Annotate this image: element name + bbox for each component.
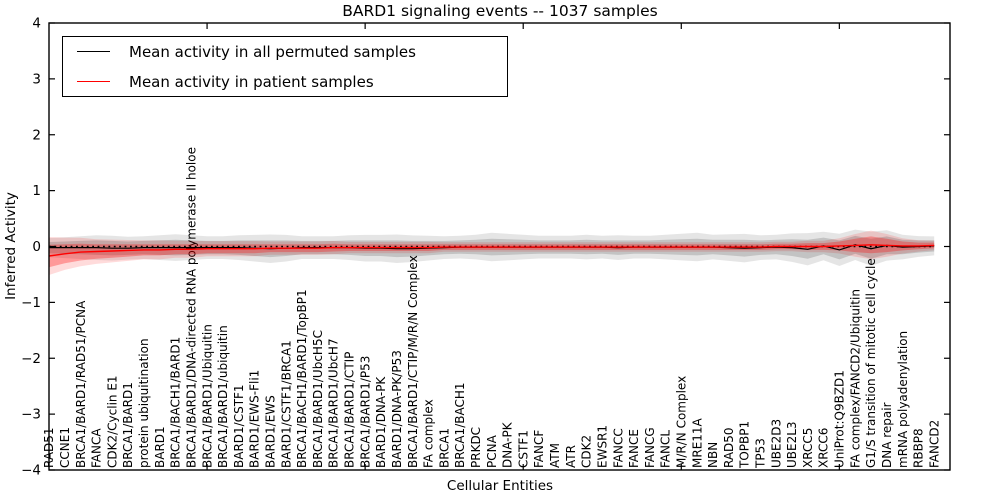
patient-mean-line (48, 244, 935, 257)
x-category-label: CCNE1 (58, 427, 72, 468)
x-category-label: BRCA1/BARD1 (121, 382, 135, 468)
x-category-label: NBN (706, 442, 720, 468)
x-category-label: BRCA1 (437, 428, 451, 468)
y-tick-label: 4 (32, 16, 41, 32)
x-category-label: FANCD2 (927, 420, 941, 468)
x-category-label: RBBP8 (912, 428, 926, 468)
x-category-label: BRCA1/BARD1/RAD51/PCNA (74, 300, 88, 468)
x-category-label: TOPBP1 (738, 421, 752, 469)
y-axis-label: Inferred Activity (3, 192, 19, 300)
x-category-label: BARD1/CSTF1/BRCA1 (279, 340, 293, 468)
x-category-label: FANCA (90, 428, 104, 468)
x-category-label: BRCA1/BACH1 (453, 382, 467, 468)
x-category-label: BARD1/EWS (264, 395, 278, 468)
x-category-label: XRCC6 (817, 428, 831, 468)
x-category-label: BRCA1/BACH1/BARD1 (169, 337, 183, 468)
x-category-label: FANCF (532, 430, 546, 468)
x-category-label: FANCE (627, 429, 641, 468)
x-category-label: PRKDC (469, 427, 483, 468)
x-category-label: FANCC (611, 428, 625, 468)
x-category-label: protein ubiquitination (137, 338, 151, 468)
x-category-label: BRCA1/BARD1/P53 (358, 356, 372, 468)
x-category-label: RAD50 (722, 427, 736, 468)
x-category-label: ATM (548, 443, 562, 468)
y-tick-label: −3 (21, 407, 41, 423)
x-category-label: EWSR1 (595, 425, 609, 468)
x-category-label: DNA-PK (501, 421, 515, 468)
y-tick-label: 0 (32, 239, 41, 255)
x-category-label: BRCA1/BARD1/UbcH7 (327, 338, 341, 468)
x-category-label: G1/S transition of mitotic cell cycle (864, 258, 878, 468)
x-category-label: UniProt:Q9BZD1 (833, 370, 847, 468)
x-category-label: CSTF1 (516, 430, 530, 468)
x-category-label: M/R/N Complex (675, 376, 689, 468)
x-category-label: MRE11A (690, 417, 704, 468)
y-tick-label: 3 (32, 71, 41, 87)
x-category-label: BARD1/CSTF1 (232, 384, 246, 468)
x-category-label: TP53 (754, 438, 768, 469)
legend-line-swatch (77, 81, 110, 82)
x-category-label: XRCC5 (801, 428, 815, 468)
x-category-label: BARD1/DNA-PK (374, 376, 388, 468)
legend: Mean activity in all permuted samples Mea… (62, 36, 508, 97)
y-tick-label: −4 (21, 463, 41, 479)
x-category-label: DNA repair (880, 402, 894, 468)
x-category-label: BRCA1/BARD1/CTIP/M/R/N Complex (406, 255, 420, 468)
x-category-label: BRCA1/BARD1/UbcH5C (311, 330, 325, 468)
x-category-label: UBE2L3 (785, 421, 799, 468)
y-tick-label: 1 (32, 183, 41, 199)
x-category-label: mRNA polyadenylation (896, 331, 910, 468)
x-category-label: ATR (564, 445, 578, 468)
x-category-label: FA complex/FANCD2/Ubiquitin (848, 289, 862, 468)
legend-item: Mean activity in patient samples (63, 70, 507, 94)
x-axis-label: Cellular Entities (446, 478, 554, 494)
y-tick-label: 2 (32, 127, 41, 143)
x-category-label: CDK2 (580, 435, 594, 468)
x-category-label: BRCA1/BACH1/BARD1/TopBP1 (295, 289, 309, 468)
x-category-label: BARD1 (153, 426, 167, 468)
x-category-label: PCNA (485, 434, 499, 468)
legend-item-label: Mean activity in patient samples (129, 72, 374, 91)
x-category-label: BRCA1/BARD1/CTIP (343, 352, 357, 468)
x-category-label: BRCA1/BARD1/DNA-directed RNA polymerase … (185, 147, 199, 468)
x-category-label: FANCG (643, 427, 657, 468)
x-category-label: BRCA1/BARD1/ubiquitin (216, 325, 230, 468)
legend-line-swatch (77, 51, 110, 52)
x-category-label: BRCA1/BARD1/Ubiquitin (200, 324, 214, 468)
x-category-label: CDK2/Cyclin E1 (105, 375, 119, 468)
x-category-label: BARD1/DNA-PK/P53 (390, 350, 404, 468)
chart-title: BARD1 signaling events -- 1037 samples (342, 2, 658, 20)
y-tick-label: −2 (21, 351, 41, 367)
y-tick-label: −1 (21, 295, 41, 311)
legend-item: Mean activity in all permuted samples (63, 40, 507, 64)
patient-std-band (49, 236, 935, 268)
legend-item-label: Mean activity in all permuted samples (129, 42, 416, 61)
patient-std-band (49, 230, 935, 275)
x-category-label: UBE2D3 (769, 419, 783, 468)
x-category-label: FA complex (422, 399, 436, 468)
x-category-label: FANCL (659, 430, 673, 468)
x-category-label: BARD1/EWS-Fli1 (248, 370, 262, 468)
